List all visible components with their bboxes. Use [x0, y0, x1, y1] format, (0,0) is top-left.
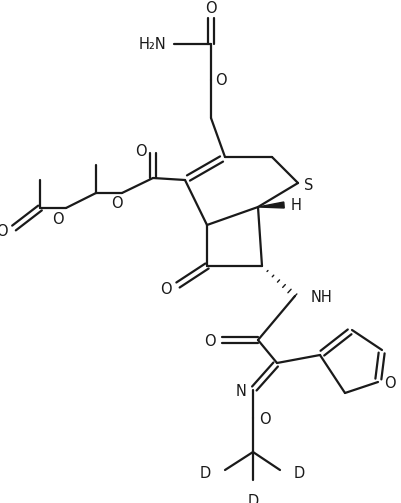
Text: NH: NH [311, 291, 333, 305]
Text: D: D [294, 466, 305, 481]
Text: D: D [247, 494, 259, 503]
Text: O: O [204, 334, 216, 350]
Polygon shape [258, 202, 284, 208]
Text: O: O [135, 143, 147, 158]
Text: O: O [215, 72, 227, 88]
Text: S: S [304, 178, 314, 193]
Text: O: O [111, 197, 123, 211]
Text: O: O [0, 224, 8, 239]
Text: O: O [52, 211, 64, 226]
Text: N: N [235, 384, 247, 399]
Text: H: H [291, 198, 302, 212]
Text: O: O [259, 412, 271, 428]
Text: O: O [384, 377, 396, 391]
Text: D: D [200, 466, 211, 481]
Text: O: O [205, 1, 217, 16]
Text: O: O [160, 282, 172, 296]
Text: H₂N: H₂N [138, 37, 166, 51]
